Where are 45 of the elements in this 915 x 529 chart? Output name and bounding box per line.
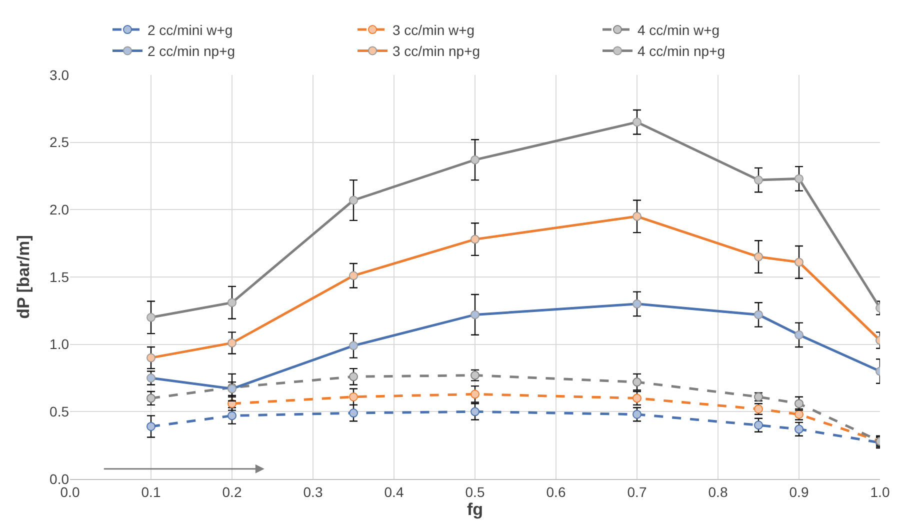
y-tick-label: 3.0 <box>50 66 70 83</box>
x-axis-title: fg <box>466 500 484 520</box>
x-tick-label: 0.6 <box>546 484 566 500</box>
legend-label: 2 cc/min np+g <box>148 43 236 60</box>
point <box>228 411 236 420</box>
point <box>754 176 763 185</box>
point <box>349 196 358 205</box>
point <box>470 390 480 399</box>
point <box>228 298 236 308</box>
x-tick-label: 0.1 <box>141 484 161 500</box>
y-tick-label: 1.0 <box>50 336 70 352</box>
point <box>349 372 358 382</box>
point <box>632 378 642 387</box>
point <box>632 394 642 403</box>
point <box>794 424 804 434</box>
legend-label: 4 cc/min np+g <box>638 43 726 60</box>
legend-label: 4 cc/min w+g <box>638 22 720 38</box>
y-tick-label: 2.0 <box>50 202 70 218</box>
point <box>754 420 763 430</box>
point <box>146 394 156 403</box>
point <box>146 312 156 322</box>
x-tick-label: 0.7 <box>627 484 647 500</box>
legend-label: 3 cc/min w+g <box>392 22 475 38</box>
y-tick-label: 0.5 <box>50 404 70 420</box>
point <box>470 155 480 164</box>
legend-label: 2 cc/mini w+g <box>148 22 233 38</box>
point <box>470 407 480 416</box>
x-tick-label: 0.3 <box>303 484 323 500</box>
x-tick-label: 0.5 <box>465 484 485 500</box>
x-tick-label: 1.0 <box>870 484 890 500</box>
point <box>632 118 642 127</box>
point <box>349 408 358 418</box>
point <box>632 410 642 419</box>
x-tick-label: 0.8 <box>708 484 728 500</box>
x-tick-label: 0.4 <box>384 484 404 500</box>
point <box>349 392 358 402</box>
y-tick-label: 1.5 <box>50 268 70 285</box>
x-tick-label: 0.2 <box>222 484 242 500</box>
x-tick-label: 0.9 <box>789 484 809 500</box>
y-axis-title: dP [bar/m] <box>14 235 34 319</box>
point <box>794 399 804 408</box>
y-tick-label: 2.5 <box>50 134 70 150</box>
point <box>146 422 156 431</box>
point <box>794 174 804 184</box>
legend-label: 3 cc/min np+g <box>392 43 480 60</box>
